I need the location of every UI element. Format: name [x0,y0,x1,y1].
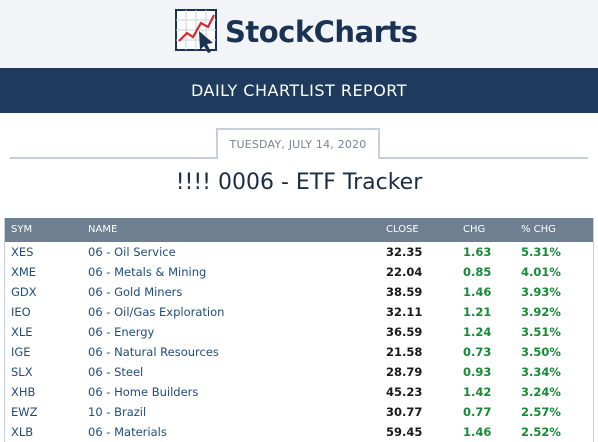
close-value: 59.45 [386,425,423,439]
stockcharts-logo-icon [175,9,217,53]
column-header-close[interactable]: CLOSE [386,224,419,235]
stockcharts-logo[interactable]: StockCharts [175,8,418,56]
pct-change-value: 3.93% [521,285,561,299]
close-value: 32.11 [386,305,423,319]
change-value: 0.77 [463,405,492,419]
site-header: StockCharts [0,0,598,68]
name-link[interactable]: 06 - Materials [88,425,167,439]
table-row: SLX 06 - Steel 28.79 0.93 3.34% [5,362,593,382]
banner-title: DAILY CHARTLIST REPORT [190,81,408,100]
table-row: EWZ 10 - Brazil 30.77 0.77 2.57% [5,402,593,422]
table-row: IEO 06 - Oil/Gas Exploration 32.11 1.21 … [5,302,593,322]
table-row: XLE 06 - Energy 36.59 1.24 3.51% [5,322,593,342]
close-value: 45.23 [386,385,423,399]
pct-change-value: 2.57% [521,405,561,419]
name-link[interactable]: 06 - Oil Service [88,245,176,259]
close-value: 36.59 [386,325,423,339]
logo-wordmark: StockCharts [225,15,418,49]
table-header: SYM NAME CLOSE CHG % CHG [5,218,593,242]
pct-change-value: 3.24% [521,385,561,399]
pct-change-value: 3.51% [521,325,561,339]
table-row: IGE 06 - Natural Resources 21.58 0.73 3.… [5,342,593,362]
symbol-link[interactable]: XES [11,245,34,259]
report-date: TUESDAY, JULY 14, 2020 [229,138,367,151]
symbol-link[interactable]: XHB [11,385,36,399]
name-link[interactable]: 06 - Natural Resources [88,345,219,359]
pct-change-value: 3.50% [521,345,561,359]
table-row: XES 06 - Oil Service 32.35 1.63 5.31% [5,242,593,262]
change-value: 0.73 [463,345,492,359]
symbol-link[interactable]: EWZ [11,405,38,419]
change-value: 1.24 [463,325,492,339]
table-row: XHB 06 - Home Builders 45.23 1.42 3.24% [5,382,593,402]
column-header-sym[interactable]: SYM [11,224,33,235]
close-value: 21.58 [386,345,423,359]
name-link[interactable]: 06 - Home Builders [88,385,199,399]
change-value: 0.85 [463,265,492,279]
column-header-chg[interactable]: CHG [463,224,486,235]
name-link[interactable]: 06 - Energy [88,325,155,339]
symbol-link[interactable]: GDX [11,285,37,299]
pct-change-value: 3.92% [521,305,561,319]
pct-change-value: 4.01% [521,265,561,279]
change-value: 0.93 [463,365,492,379]
table-row: XME 06 - Metals & Mining 22.04 0.85 4.01… [5,262,593,282]
pct-change-value: 5.31% [521,245,561,259]
close-value: 32.35 [386,245,423,259]
name-link[interactable]: 06 - Metals & Mining [88,265,207,279]
symbol-link[interactable]: XME [11,265,37,279]
change-value: 1.63 [463,245,492,259]
table-row: XLB 06 - Materials 59.45 1.46 2.52% [5,422,593,442]
close-value: 28.79 [386,365,423,379]
name-link[interactable]: 10 - Brazil [88,405,147,419]
symbol-link[interactable]: SLX [11,365,33,379]
pct-change-value: 2.52% [521,425,561,439]
etf-table: SYM NAME CLOSE CHG % CHG XES 06 - Oil Se… [4,218,594,442]
close-value: 22.04 [386,265,423,279]
chartlist-title: !!!! 0006 - ETF Tracker [175,170,423,195]
close-value: 30.77 [386,405,423,419]
report-banner: DAILY CHARTLIST REPORT [0,68,598,113]
report-date-box: TUESDAY, JULY 14, 2020 [216,128,380,159]
change-value: 1.42 [463,385,492,399]
table-row: GDX 06 - Gold Miners 38.59 1.46 3.93% [5,282,593,302]
change-value: 1.21 [463,305,492,319]
column-header-pct-chg[interactable]: % CHG [521,224,556,235]
name-link[interactable]: 06 - Steel [88,365,144,379]
close-value: 38.59 [386,285,423,299]
column-header-name[interactable]: NAME [88,224,118,235]
change-value: 1.46 [463,425,492,439]
change-value: 1.46 [463,285,492,299]
symbol-link[interactable]: XLE [11,325,33,339]
pct-change-value: 3.34% [521,365,561,379]
name-link[interactable]: 06 - Oil/Gas Exploration [88,305,225,319]
symbol-link[interactable]: IGE [11,345,31,359]
symbol-link[interactable]: XLB [11,425,34,439]
name-link[interactable]: 06 - Gold Miners [88,285,183,299]
symbol-link[interactable]: IEO [11,305,31,319]
